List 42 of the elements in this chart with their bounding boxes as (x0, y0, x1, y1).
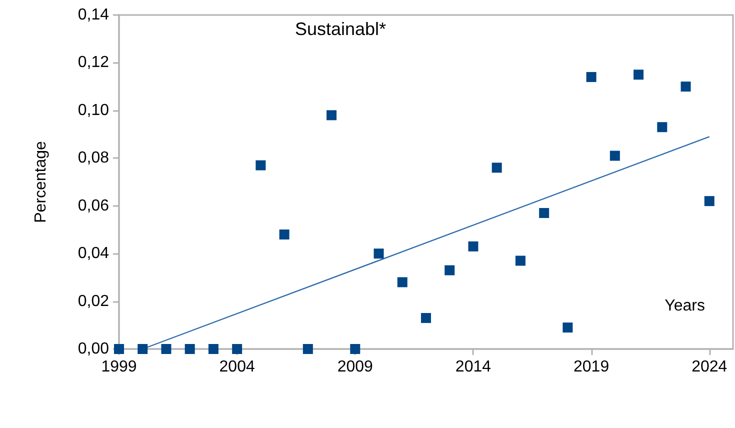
y-tick-label: 0,08 (78, 150, 110, 167)
point (279, 229, 290, 240)
point (350, 344, 360, 354)
x-axis-title: Years (664, 298, 705, 314)
x-tick-label: 2009 (337, 358, 374, 376)
y-tick-label: 0,06 (78, 197, 110, 214)
x-tick-label: 2004 (219, 358, 255, 376)
point (562, 322, 573, 333)
point (539, 208, 550, 218)
point (302, 344, 313, 354)
point (374, 248, 384, 259)
point (657, 122, 668, 132)
chart-title: Sustainabl* (295, 19, 386, 39)
point (492, 162, 502, 173)
point (680, 82, 691, 92)
y-tick-label: 0,02 (78, 292, 110, 310)
point (634, 70, 644, 80)
point (444, 265, 455, 276)
point (256, 160, 266, 170)
point (326, 110, 337, 120)
x-tick-label: 2024 (692, 358, 728, 376)
point (397, 277, 408, 288)
y-tick-label: 0,10 (78, 102, 110, 119)
point (232, 344, 242, 354)
point (208, 344, 218, 354)
point (138, 344, 148, 354)
point (586, 72, 596, 82)
y-tick-label: 0,12 (78, 54, 110, 72)
y-tick-label: 0,04 (78, 245, 110, 262)
y-tick-label: 0,14 (78, 6, 110, 24)
y-tick-label: 0,00 (78, 340, 110, 358)
point (421, 312, 431, 323)
point (610, 150, 620, 161)
x-tick-label: 1999 (101, 358, 137, 376)
y-axis-title: Percentage (32, 140, 50, 223)
x-tick-label: 2014 (455, 358, 492, 376)
point (704, 196, 714, 206)
point (468, 241, 478, 252)
point (161, 344, 172, 354)
point (515, 256, 526, 266)
point (184, 344, 195, 354)
x-tick-label: 2019 (574, 358, 610, 376)
